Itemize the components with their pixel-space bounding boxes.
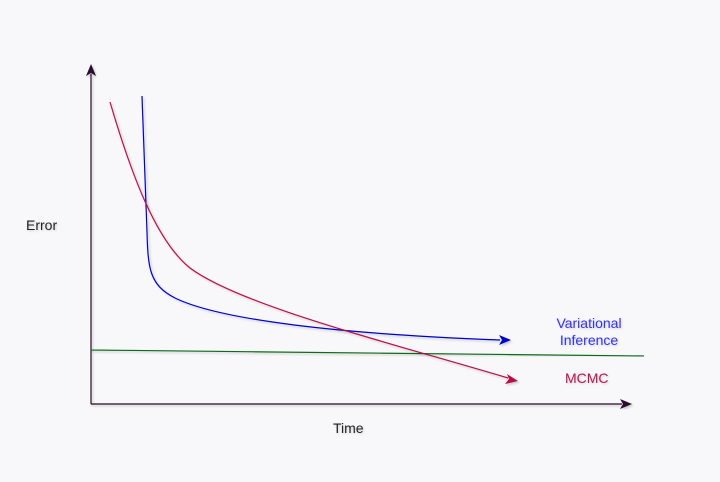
x-axis-label: Time (333, 420, 364, 436)
mcmc-curve (109, 101, 518, 384)
y-axis (86, 64, 96, 404)
x-axis (91, 399, 632, 409)
mcmc-arrowhead (505, 374, 518, 384)
variational-inference-label-line2: Inference (559, 332, 619, 348)
y-axis-arrowhead (86, 64, 96, 76)
y-axis-label: Error (26, 217, 58, 233)
variational-inference-curve (141, 95, 511, 345)
mcmc-label: MCMC (565, 370, 609, 386)
x-axis-arrowhead (620, 399, 632, 409)
variational-inference-arrowhead (499, 335, 511, 345)
baseline-line (90, 349, 645, 357)
variational-inference-label-line1: Variational (556, 315, 622, 331)
variational-inference-label: Variational Inference (545, 315, 633, 349)
